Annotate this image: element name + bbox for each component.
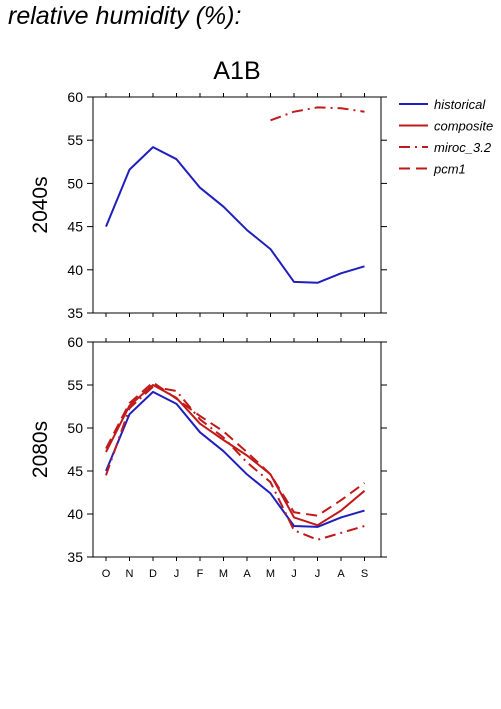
y-tick-label: 40 — [67, 506, 83, 522]
x-tick-label: J — [315, 568, 321, 580]
x-tick-label: J — [291, 568, 297, 580]
y-tick-label: 35 — [67, 305, 83, 321]
series-line-historical — [105, 390, 365, 528]
y-tick-label: 40 — [67, 262, 83, 278]
legend-label-pcm1: pcm1 — [433, 162, 466, 177]
series-line-miroc-3-2 — [105, 385, 365, 541]
y-tick-label: 50 — [67, 420, 83, 436]
y-tick-label: 55 — [67, 377, 83, 393]
y-tick-label: 45 — [67, 463, 83, 479]
panel-frame — [92, 96, 382, 314]
y-tick-label: 35 — [67, 549, 83, 565]
legend-label-composite: composite — [434, 119, 493, 134]
x-tick-label: O — [102, 568, 111, 580]
x-tick-label: A — [337, 568, 345, 580]
panel-frame — [92, 341, 382, 558]
y-tick-label: 50 — [67, 175, 83, 191]
legend-label-miroc-3-2: miroc_3.2 — [434, 140, 492, 155]
series-line-pcm1 — [105, 381, 366, 517]
y-tick-label: 60 — [67, 334, 83, 350]
series-line-historical — [105, 146, 365, 284]
x-tick-label: M — [266, 568, 275, 580]
y-tick-label: 45 — [67, 219, 83, 235]
x-tick-label: A — [243, 568, 251, 580]
x-tick-label: M — [219, 568, 228, 580]
series-line-miroc-3-2 — [270, 106, 365, 122]
y-axis-label: 2080s — [29, 421, 52, 478]
page-title: relative humidity (%): — [8, 2, 242, 30]
x-tick-label: S — [361, 568, 368, 580]
legend-label-historical: historical — [434, 97, 486, 112]
x-tick-label: J — [174, 568, 180, 580]
chart-title: A1B — [213, 57, 260, 85]
y-tick-label: 55 — [67, 132, 83, 148]
x-tick-label: D — [149, 568, 157, 580]
x-tick-label: F — [197, 568, 204, 580]
y-tick-label: 60 — [67, 89, 83, 105]
y-axis-label: 2040s — [29, 176, 52, 233]
series-line-composite — [105, 384, 366, 527]
x-tick-label: N — [126, 568, 134, 580]
